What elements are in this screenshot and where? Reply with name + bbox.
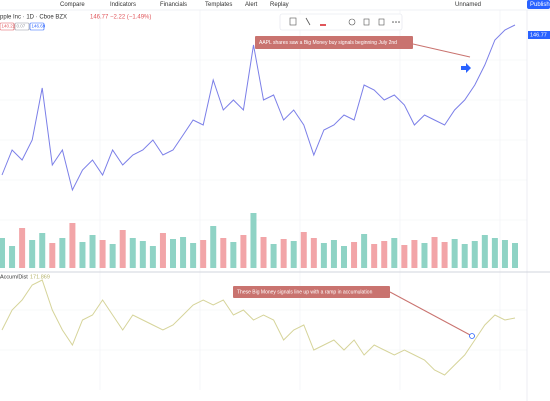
volume-bar (381, 241, 388, 268)
callout-line (412, 43, 471, 58)
callout-box (233, 286, 390, 298)
volume-bar (512, 243, 518, 268)
toolbar (0, 0, 550, 10)
callout-box (255, 36, 413, 49)
volume-bar (29, 240, 36, 268)
price-tag (14, 22, 30, 31)
drawing-toolbar (279, 13, 403, 31)
volume-bar (220, 238, 227, 268)
volume-bar (300, 232, 307, 268)
symbol-quote: 146.77 −2.22 (−1.49%) (90, 15, 151, 21)
volume-bar (240, 235, 247, 268)
toolbar-item[interactable]: Alert (245, 2, 258, 8)
volume-bar (501, 240, 508, 268)
publish-label[interactable]: Publish (530, 2, 550, 8)
indicator-value: 171.869 (30, 274, 50, 280)
volume-bar (0, 238, 5, 268)
volume-bar (210, 226, 217, 268)
price-tag-label: 0.07 (17, 24, 26, 29)
tool-icon[interactable] (305, 17, 311, 26)
volume-bar (19, 228, 26, 268)
volume-bar (139, 241, 146, 268)
volume-bar (9, 246, 16, 268)
price-tag-label: 146.69 (32, 24, 46, 29)
volume-bar (471, 241, 478, 268)
volume-bar (149, 246, 156, 268)
toolbar-item[interactable]: Financials (160, 2, 187, 8)
last-price: 146.77 (530, 32, 547, 38)
toolbar-item[interactable]: Compare (60, 2, 85, 8)
toolbar-items: Compare Indicators Financials Templates Aler… (60, 2, 289, 8)
volume-bar (401, 245, 408, 268)
callout-anchor (469, 333, 475, 339)
volume-bar (441, 242, 448, 268)
volume-bar (170, 239, 176, 268)
volume-bar (200, 240, 207, 268)
tool-icon[interactable] (289, 17, 297, 26)
volume-bar (310, 238, 317, 268)
volume-bar (230, 242, 237, 268)
volume-bar (320, 243, 327, 268)
tool-icon[interactable] (320, 24, 326, 26)
accum-dist-line (1, 279, 516, 376)
volume-bar (371, 244, 378, 268)
layout-name[interactable]: Unnamed (455, 2, 481, 8)
volume-bar (79, 242, 86, 268)
volume-bar (109, 244, 116, 268)
tool-icon[interactable] (363, 18, 370, 26)
volume-bar (270, 244, 277, 268)
volume-bar (159, 233, 166, 268)
price-tag (29, 22, 45, 31)
volume-bar (89, 235, 96, 268)
volume-bar (361, 234, 368, 268)
volume-bar (260, 237, 267, 268)
volume-bar (351, 242, 358, 268)
volume-bar (99, 240, 106, 268)
volume-bar (421, 243, 428, 268)
volume-bar (49, 243, 56, 268)
toolbar-item[interactable]: Replay (270, 2, 289, 8)
volume-bar (451, 239, 458, 268)
price-tags: 140.22 0.07 146.69 (0, 22, 46, 31)
volume-bar (491, 238, 498, 268)
volume-bar (341, 246, 347, 268)
toolbar-item[interactable]: Templates (205, 2, 232, 8)
publish-button[interactable] (527, 0, 550, 9)
volume-bar (280, 239, 287, 268)
volume-bar (290, 241, 297, 268)
price-tag-label: 140.22 (2, 24, 16, 29)
volume-bar (119, 230, 126, 268)
volume-bar (461, 244, 468, 268)
volume-bar (411, 240, 418, 268)
tool-icon[interactable] (378, 18, 385, 26)
volume-bar (481, 235, 488, 268)
volume-bar (431, 237, 438, 268)
price-line (1, 24, 516, 192)
price-tag (0, 22, 15, 31)
toolbar-item[interactable]: Indicators (110, 2, 136, 8)
callout-text: AAPL shares saw a Big Money buy signals … (259, 40, 397, 46)
symbol-name: pple Inc · 1D · Cboe BZX (0, 15, 67, 21)
volume-bar (391, 238, 398, 268)
last-price-tag (528, 31, 550, 39)
volume-bar (129, 238, 136, 268)
volume-bar (59, 238, 66, 268)
volume-bar (69, 223, 76, 268)
arrow-marker (461, 63, 471, 73)
callout-text: These Big Money signals line up with a r… (237, 289, 373, 295)
indicator-name: Accum/Dist (0, 274, 28, 280)
callout-line (389, 291, 473, 337)
volume-bar (180, 237, 187, 268)
plot (0, 24, 518, 376)
tool-icon[interactable] (348, 18, 356, 26)
volume-bar (190, 243, 197, 268)
volume-bar (250, 213, 257, 268)
volume-bar (330, 240, 337, 268)
volume-bar (39, 233, 46, 268)
